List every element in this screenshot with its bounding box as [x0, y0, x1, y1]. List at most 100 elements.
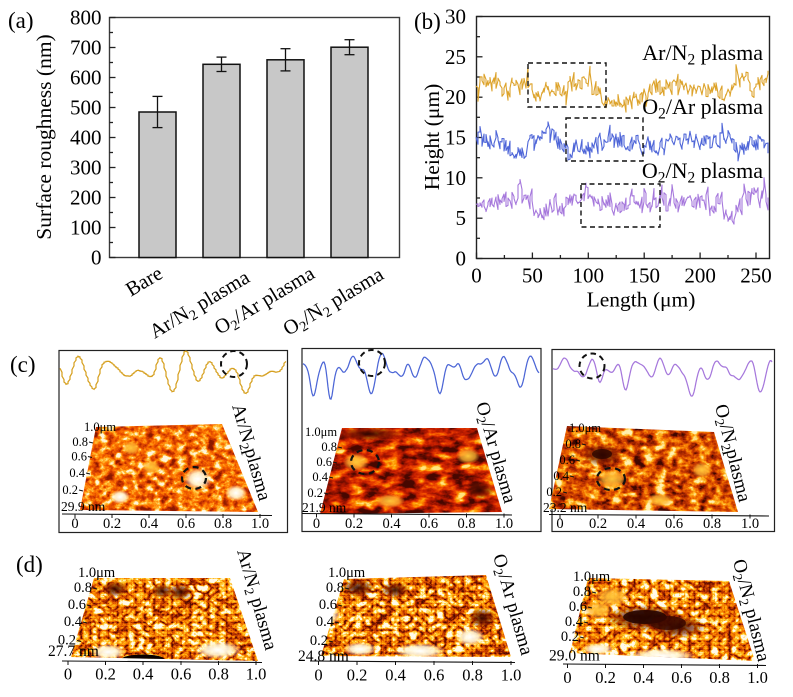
svg-text:0.4: 0.4 [316, 614, 335, 630]
svg-text:800: 800 [70, 6, 102, 30]
svg-text:0.6: 0.6 [71, 450, 87, 464]
svg-text:0.2: 0.2 [589, 516, 607, 532]
svg-text:1.0μm: 1.0μm [78, 565, 116, 581]
svg-text:0.8: 0.8 [214, 516, 232, 532]
svg-text:0: 0 [314, 666, 322, 685]
svg-text:0.6: 0.6 [177, 516, 195, 532]
svg-text:700: 700 [70, 36, 102, 60]
svg-text:0: 0 [563, 668, 571, 687]
svg-text:0.4: 0.4 [312, 470, 328, 484]
svg-text:500: 500 [70, 96, 102, 120]
svg-text:29.0 nm: 29.0 nm [549, 648, 600, 665]
svg-text:1.0: 1.0 [251, 516, 269, 532]
svg-text:0.4: 0.4 [553, 469, 569, 483]
svg-text:300: 300 [70, 156, 102, 180]
svg-text:0.2: 0.2 [310, 633, 328, 649]
svg-text:Height (μm): Height (μm) [420, 84, 444, 190]
svg-text:0.6: 0.6 [569, 599, 587, 615]
svg-text:(a): (a) [8, 8, 34, 33]
svg-text:0.2: 0.2 [62, 483, 78, 497]
svg-text:29.9 nm: 29.9 nm [61, 499, 106, 514]
svg-text:0.6: 0.6 [319, 597, 337, 613]
svg-text:27.7 nm: 27.7 nm [48, 643, 99, 660]
svg-text:0.4: 0.4 [385, 666, 406, 685]
svg-text:0.2: 0.2 [595, 668, 616, 687]
svg-text:0.2: 0.2 [95, 665, 116, 684]
svg-text:600: 600 [70, 66, 102, 90]
svg-text:0: 0 [71, 516, 78, 532]
svg-text:0.6: 0.6 [420, 516, 438, 532]
svg-text:0: 0 [456, 247, 467, 271]
svg-text:0.2: 0.2 [546, 485, 562, 499]
svg-text:1.0: 1.0 [747, 668, 768, 687]
svg-text:21.9 nm: 21.9 nm [302, 500, 347, 515]
svg-text:0: 0 [64, 665, 72, 684]
svg-text:24.8 nm: 24.8 nm [298, 648, 349, 665]
svg-text:0.8: 0.8 [462, 666, 483, 685]
svg-text:Surface roughness (nm): Surface roughness (nm) [32, 34, 56, 239]
svg-text:0.2: 0.2 [307, 486, 323, 500]
svg-text:0: 0 [471, 264, 482, 288]
svg-text:0.2: 0.2 [347, 666, 368, 685]
svg-text:0.4: 0.4 [140, 516, 159, 532]
svg-text:50: 50 [522, 264, 543, 288]
svg-text:0.8: 0.8 [208, 665, 229, 684]
svg-text:0: 0 [313, 516, 320, 532]
svg-text:0.6: 0.6 [171, 665, 192, 684]
svg-text:1.0: 1.0 [495, 516, 513, 532]
svg-text:0.8: 0.8 [565, 437, 581, 451]
svg-text:400: 400 [70, 126, 102, 150]
svg-text:250: 250 [740, 264, 772, 288]
svg-text:1.0μm: 1.0μm [569, 421, 601, 435]
svg-text:5: 5 [456, 206, 467, 230]
svg-text:0.8: 0.8 [72, 435, 88, 449]
svg-text:0.4: 0.4 [565, 614, 584, 630]
svg-text:(d): (d) [16, 552, 43, 577]
svg-text:0.8: 0.8 [74, 580, 92, 596]
svg-text:0.8: 0.8 [457, 516, 475, 532]
svg-text:0.6: 0.6 [68, 597, 86, 613]
svg-text:0.6: 0.6 [671, 668, 692, 687]
svg-text:0.2: 0.2 [345, 516, 363, 532]
svg-text:0.8: 0.8 [321, 440, 337, 454]
svg-text:1.0μm: 1.0μm [573, 569, 611, 585]
svg-text:0.4: 0.4 [133, 665, 154, 684]
svg-text:30: 30 [445, 5, 466, 29]
svg-text:0.4: 0.4 [69, 466, 85, 480]
svg-text:1.0: 1.0 [501, 666, 522, 685]
svg-text:Length (μm): Length (μm) [587, 288, 696, 312]
svg-text:10: 10 [445, 166, 466, 190]
svg-text:1.0: 1.0 [246, 665, 267, 684]
svg-text:Ar/N2​ plasma: Ar/N2​ plasma [642, 40, 763, 68]
svg-text:1.0μm: 1.0μm [305, 425, 337, 439]
svg-text:0.8: 0.8 [573, 584, 591, 600]
svg-text:(c): (c) [10, 352, 36, 377]
svg-text:(b): (b) [414, 9, 441, 34]
svg-text:0: 0 [91, 246, 102, 270]
svg-text:0.2: 0.2 [103, 516, 121, 532]
svg-text:0.2: 0.2 [561, 629, 579, 645]
svg-text:23.2 nm: 23.2 nm [543, 500, 588, 515]
svg-text:0.6: 0.6 [424, 666, 445, 685]
svg-text:0.8: 0.8 [709, 668, 730, 687]
svg-text:100: 100 [70, 216, 102, 240]
svg-text:0.6: 0.6 [559, 453, 575, 467]
svg-text:0.4: 0.4 [627, 516, 646, 532]
svg-text:0.4: 0.4 [64, 614, 83, 630]
svg-text:0.8: 0.8 [326, 580, 344, 596]
svg-text:100: 100 [573, 264, 605, 288]
svg-text:200: 200 [70, 186, 102, 210]
svg-text:15: 15 [445, 126, 466, 150]
svg-text:0.6: 0.6 [665, 516, 683, 532]
svg-text:1.0: 1.0 [741, 516, 759, 532]
svg-text:0.6: 0.6 [316, 455, 332, 469]
svg-text:150: 150 [628, 264, 660, 288]
svg-text:0.4: 0.4 [382, 516, 401, 532]
svg-text:0.4: 0.4 [633, 668, 654, 687]
svg-text:0: 0 [556, 516, 563, 532]
svg-text:200: 200 [684, 264, 716, 288]
svg-text:25: 25 [445, 45, 466, 69]
svg-text:0.8: 0.8 [703, 516, 721, 532]
svg-text:1.0μm: 1.0μm [328, 565, 366, 581]
svg-text:0.2: 0.2 [58, 633, 76, 649]
